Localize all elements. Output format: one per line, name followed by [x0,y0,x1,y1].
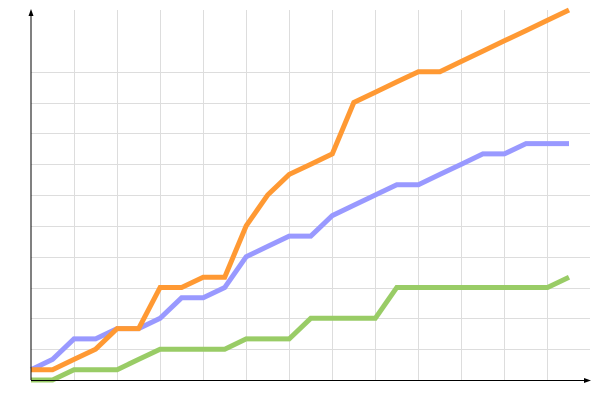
y-axis-arrow [28,9,34,16]
series-group [29,7,571,383]
x-axis-arrow [584,378,591,383]
series-line-3 [31,274,571,383]
axes [28,9,591,383]
series-line-1 [31,7,571,373]
grid [31,10,590,380]
